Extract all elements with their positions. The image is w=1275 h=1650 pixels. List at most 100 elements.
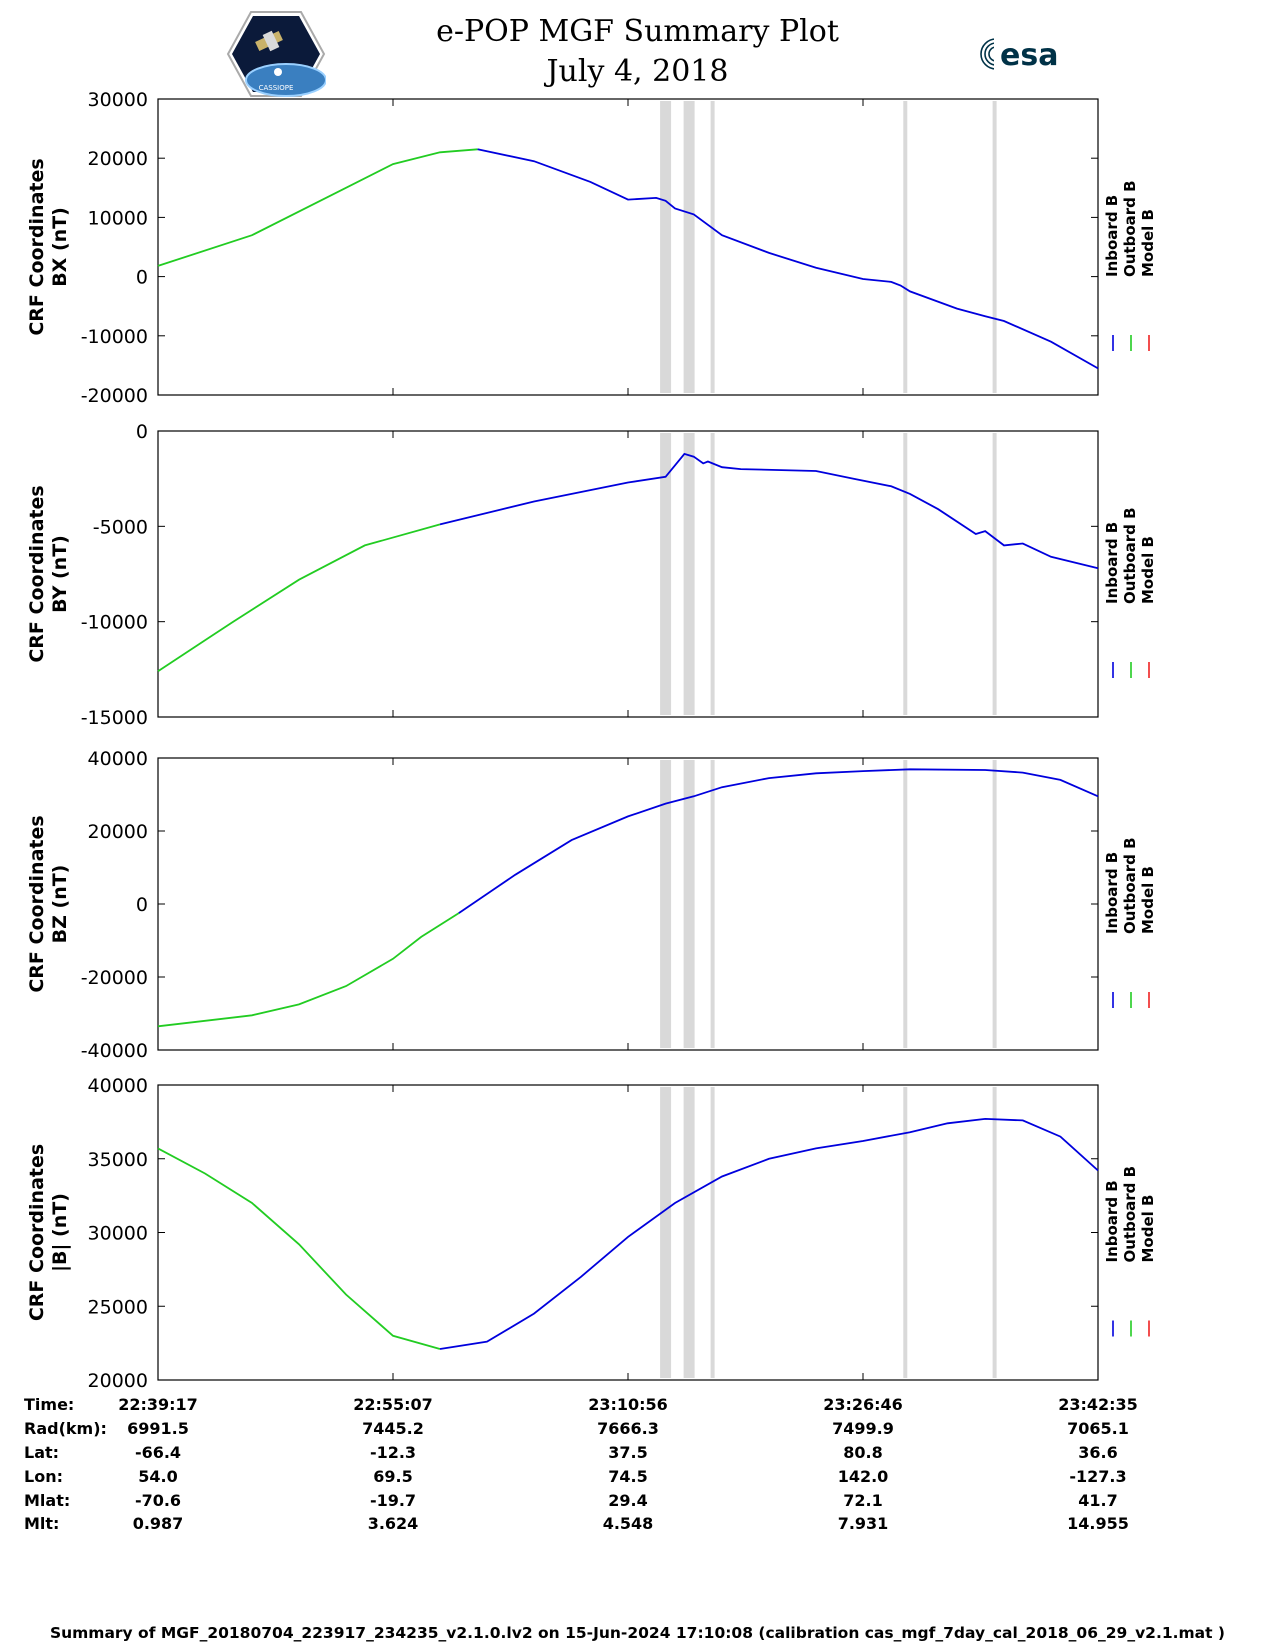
y-axis-label-line1: CRF Coordinates [26, 815, 48, 992]
table-cell: 7.931 [837, 1514, 889, 1533]
series-line-outboard-b [157, 148, 478, 267]
data-gap-band [683, 433, 695, 715]
table-cell: 80.8 [843, 1443, 883, 1462]
table-cell: 23:10:56 [588, 1395, 668, 1414]
table-cell: 4.548 [602, 1514, 654, 1533]
data-gap-band [992, 101, 997, 393]
table-cell: 7499.9 [832, 1419, 894, 1438]
y-tick-label: 20000 [88, 148, 148, 170]
table-cell: 37.5 [608, 1443, 648, 1462]
y-axis-label-line1: CRF Coordinates [26, 485, 48, 662]
plot-frame [157, 430, 1099, 718]
table-cell: 0.987 [132, 1514, 184, 1533]
data-gap-band [660, 1087, 672, 1378]
y-tick-label: 35000 [88, 1149, 148, 1171]
y-axis-label-line1: CRF Coordinates [26, 1144, 48, 1321]
cassiope-logo-text: CASSIOPE [259, 84, 294, 92]
panel-4: 40000 35000 30000 25000 20000 CRF Coordinates… [26, 1075, 1157, 1392]
plot-frame [157, 1084, 1099, 1381]
y-tick-label: -10000 [81, 612, 148, 634]
chart-title: e-POP MGF Summary Plot [436, 14, 839, 49]
table-cell: 7666.3 [597, 1419, 659, 1438]
table-cell: 74.5 [608, 1467, 648, 1486]
table-row-label: Mlt: [24, 1514, 60, 1533]
legend-label-inboard-b: Inboard B [1103, 852, 1121, 934]
panel-2: 0 -5000 -10000 -15000 CRF Coordinates BY (nT)… [26, 421, 1157, 729]
table-cell: 23:42:35 [1058, 1395, 1138, 1414]
data-gap-band [992, 433, 997, 715]
table-cell: 54.0 [138, 1467, 178, 1486]
data-gap-band [992, 1087, 997, 1378]
footer-summary: Summary of MGF_20180704_223917_234235_v2… [49, 1624, 1226, 1642]
y-tick-label: 25000 [88, 1296, 148, 1318]
data-gap-band [992, 760, 997, 1048]
y-axis-label-line2: BY (nT) [49, 535, 71, 613]
table-cell: 36.6 [1078, 1443, 1118, 1462]
table-row-label: Time: [24, 1395, 75, 1414]
table-cell: 7445.2 [362, 1419, 424, 1438]
y-tick-label: 0 [136, 267, 148, 289]
plot-frame [157, 757, 1099, 1051]
table-cell: 22:39:17 [118, 1395, 198, 1414]
legend-label-outboard-b: Outboard B [1121, 1166, 1139, 1263]
data-gap-band [660, 101, 672, 393]
series-line-outboard-b [157, 912, 460, 1028]
table-cell: -12.3 [369, 1443, 417, 1462]
legend-label-model-b: Model B [1139, 536, 1157, 604]
table-cell: 23:26:46 [823, 1395, 903, 1414]
y-tick-label: 20000 [88, 1370, 148, 1392]
table-cell: 142.0 [837, 1467, 889, 1486]
legend-label-outboard-b: Outboard B [1121, 837, 1139, 934]
data-gap-band [710, 101, 715, 393]
y-tick-label: -5000 [93, 516, 148, 538]
y-tick-label: 10000 [88, 207, 148, 229]
cassiope-logo: CASSIOPE [226, 11, 326, 97]
series-line-outboard-b [157, 523, 441, 672]
data-gap-band [710, 433, 715, 715]
table-row-label: Lon: [24, 1467, 63, 1486]
series-line-inboard-b [458, 768, 1099, 914]
panel-1: 30000 20000 10000 0 -10000 -20000 CRF Coordina… [26, 89, 1157, 407]
y-tick-label: 20000 [88, 821, 148, 843]
y-axis-label-line1: CRF Coordinates [26, 158, 48, 335]
legend-label-outboard-b: Outboard B [1121, 180, 1139, 277]
data-gap-band [683, 760, 695, 1048]
y-tick-label: 0 [136, 421, 148, 443]
table-cell: 6991.5 [127, 1419, 189, 1438]
legend-label-inboard-b: Inboard B [1103, 1180, 1121, 1262]
series-line-inboard-b [439, 452, 1099, 570]
table-row-label: Mlat: [24, 1491, 71, 1510]
legend-label-model-b: Model B [1139, 1195, 1157, 1263]
data-gap-band [903, 1087, 908, 1378]
panel-3: 40000 20000 0 -20000 -40000 CRF Coordinates BZ… [26, 748, 1157, 1062]
y-tick-label: 30000 [88, 89, 148, 111]
data-gap-band [660, 760, 672, 1048]
table-cell: -66.4 [134, 1443, 182, 1462]
table-cell: 14.955 [1067, 1514, 1129, 1533]
table-row-label: Rad(km): [24, 1419, 107, 1438]
table-cell: 29.4 [608, 1491, 648, 1510]
table-cell: 72.1 [843, 1491, 883, 1510]
y-tick-label: -20000 [81, 967, 148, 989]
y-tick-label: -15000 [81, 707, 148, 729]
y-axis-label-line2: BX (nT) [49, 207, 71, 287]
series-line-outboard-b [157, 1147, 441, 1350]
esa-logo-text: esa [1000, 38, 1058, 73]
table-cell: -19.7 [369, 1491, 417, 1510]
data-gap-band [903, 101, 908, 393]
data-gap-band [903, 433, 908, 715]
y-tick-label: 40000 [88, 748, 148, 770]
data-gap-band [660, 433, 672, 715]
chart-date: July 4, 2018 [546, 54, 729, 89]
table-cell: -70.6 [134, 1491, 182, 1510]
table-cell: 41.7 [1078, 1491, 1118, 1510]
table-cell: 7065.1 [1067, 1419, 1129, 1438]
y-tick-label: -40000 [81, 1040, 148, 1062]
table-row-label: Lat: [24, 1443, 60, 1462]
y-tick-label: 30000 [88, 1223, 148, 1245]
legend-label-inboard-b: Inboard B [1103, 522, 1121, 604]
series-line-inboard-b [439, 1117, 1099, 1350]
table-cell: 22:55:07 [353, 1395, 433, 1414]
data-gap-band [710, 1087, 715, 1378]
y-tick-label: -10000 [81, 326, 148, 348]
